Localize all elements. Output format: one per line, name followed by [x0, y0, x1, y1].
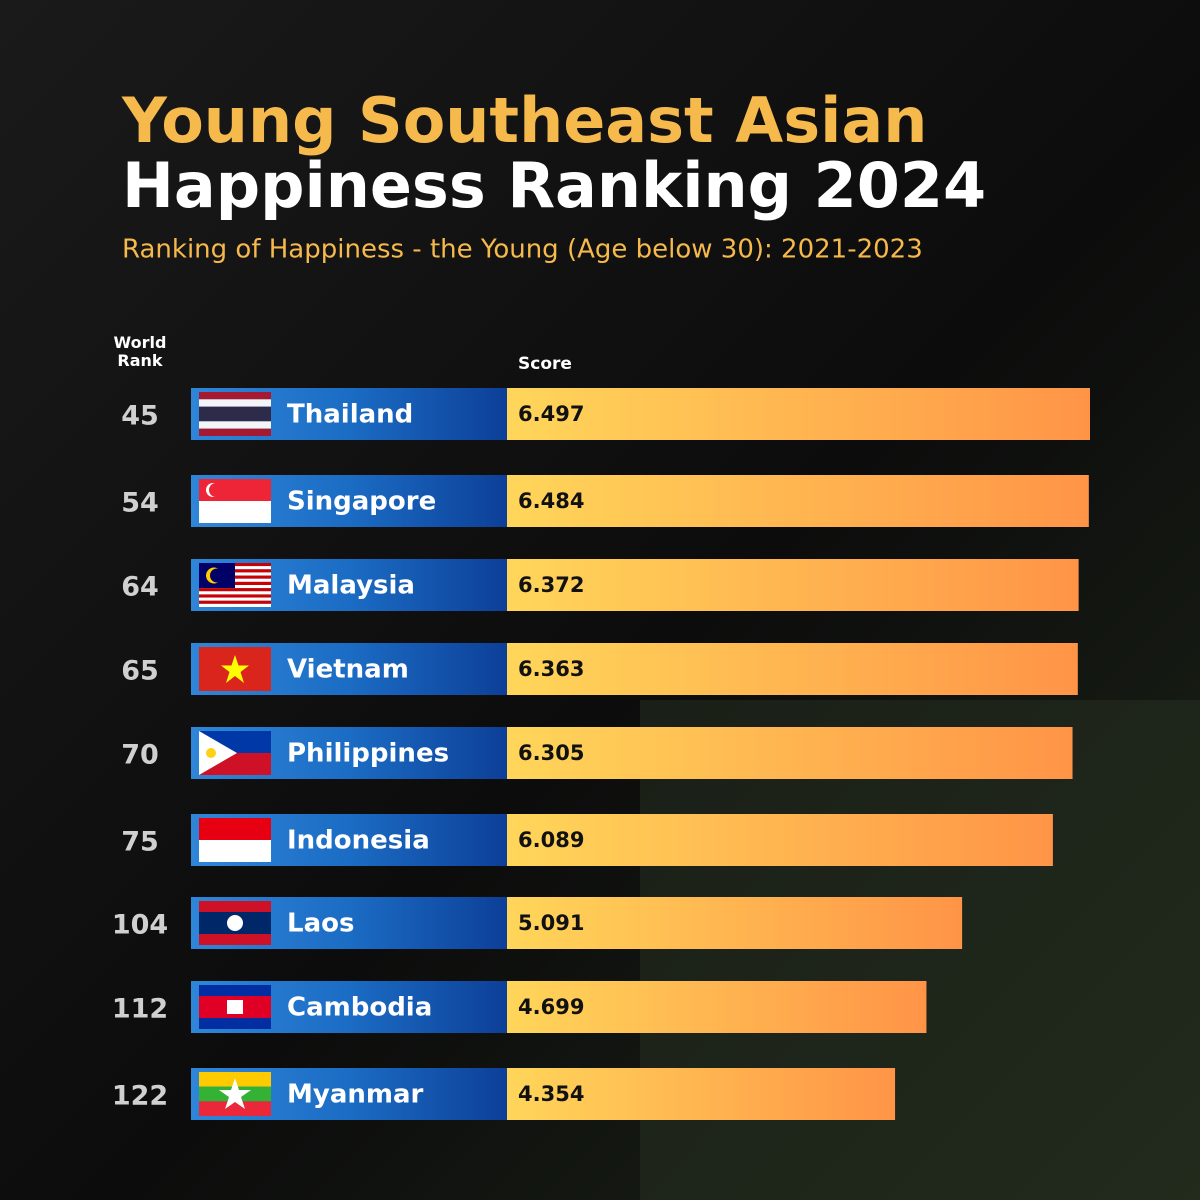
bar: [499, 388, 1090, 440]
flag: [199, 647, 271, 691]
flag: [199, 392, 271, 436]
flag-emblem: [210, 568, 224, 583]
bar: [499, 643, 1078, 695]
rank: 70: [121, 740, 159, 771]
rank: 104: [112, 910, 168, 941]
flag: [199, 731, 271, 775]
value-label: 6.484: [518, 489, 584, 513]
rank: 65: [121, 656, 159, 687]
flag: [199, 901, 271, 945]
value-label: 6.497: [518, 402, 584, 426]
country: Vietnam: [287, 655, 409, 685]
country: Laos: [287, 909, 354, 939]
flag-emblem: [206, 748, 216, 758]
value-header: Score: [518, 354, 572, 374]
country: Philippines: [287, 739, 449, 769]
subtitle: Ranking of Happiness - the Young (Age be…: [122, 235, 923, 265]
title-line: Happiness Ranking 2024: [122, 149, 986, 222]
country: Malaysia: [287, 571, 415, 601]
rank: 45: [121, 401, 159, 432]
rank-header: World Rank: [113, 333, 167, 370]
flag-stripe: [199, 428, 271, 436]
flag-stripe: [199, 603, 271, 607]
flag-stripe: [199, 840, 271, 862]
value-label: 6.305: [518, 741, 584, 765]
value-label: 4.354: [518, 1082, 584, 1106]
bar: [499, 475, 1089, 527]
title-line: Young Southeast Asian: [121, 84, 927, 157]
country: Singapore: [287, 487, 436, 517]
flag-stripe: [199, 406, 271, 422]
flag-stripe: [199, 594, 271, 598]
flag: [199, 985, 271, 1029]
flag-stripe: [199, 591, 271, 595]
value-label: 6.372: [518, 573, 584, 597]
flag: [199, 818, 271, 862]
bar: [499, 897, 963, 949]
flag-stripe: [199, 501, 271, 523]
bar: [499, 981, 927, 1033]
flag: [199, 563, 271, 607]
flag-stripe: [199, 588, 271, 592]
bar: [499, 559, 1079, 611]
flag: [199, 1072, 271, 1116]
flag-stripe: [199, 421, 271, 429]
flag-stripe: [199, 597, 271, 601]
flag-stripe: [199, 392, 271, 400]
value-label: 6.089: [518, 828, 584, 852]
country: Myanmar: [287, 1080, 424, 1110]
value-label: 5.091: [518, 911, 584, 935]
flag-stripe: [199, 818, 271, 840]
rank: 75: [121, 827, 159, 858]
country: Indonesia: [287, 826, 430, 856]
rank: 54: [121, 488, 159, 519]
rank: 64: [121, 572, 159, 603]
bar: [499, 814, 1053, 866]
flag-stripe: [199, 600, 271, 604]
rank: 122: [112, 1081, 168, 1112]
flag-stripe: [199, 1101, 271, 1116]
bar: [499, 1068, 896, 1120]
flag-emblem: [227, 915, 243, 931]
flag-star: [219, 1078, 251, 1109]
flag: [199, 479, 271, 523]
flag-stripe: [199, 399, 271, 407]
bar: [499, 727, 1073, 779]
rank: 112: [112, 994, 168, 1025]
country: Cambodia: [287, 993, 432, 1023]
flag-star: [221, 655, 249, 683]
flag-emblem: [227, 1000, 243, 1014]
country: Thailand: [287, 400, 413, 430]
flag-emblem: [209, 483, 223, 497]
value-label: 4.699: [518, 995, 584, 1019]
value-label: 6.363: [518, 657, 584, 681]
flag-triangle: [199, 731, 237, 775]
